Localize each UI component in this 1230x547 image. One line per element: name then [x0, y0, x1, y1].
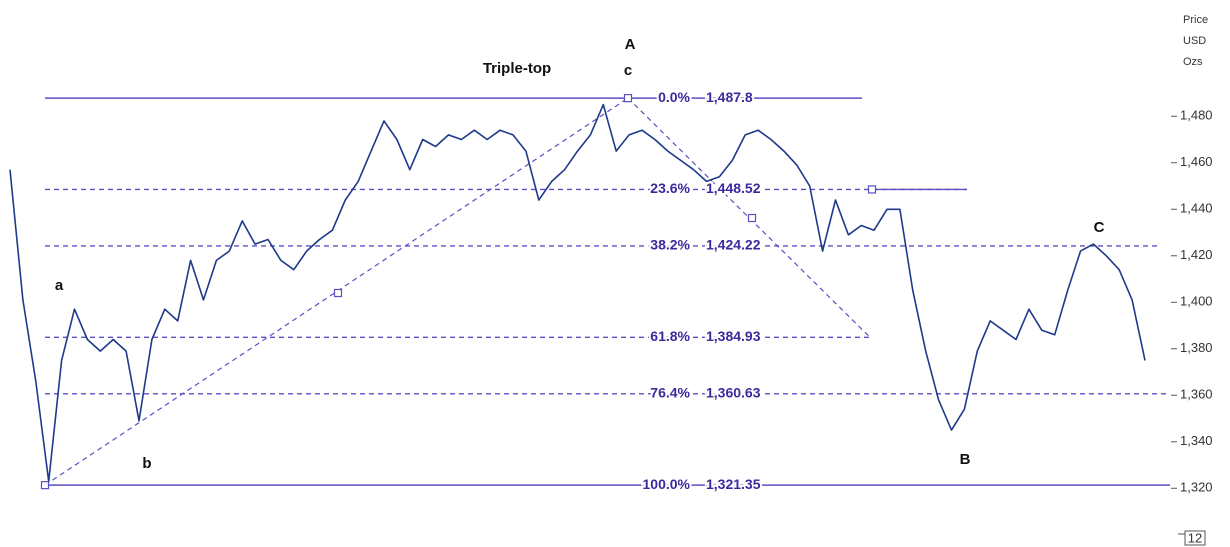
- wave-label: B: [960, 451, 971, 468]
- fib-ratio-label: 38.2%: [650, 237, 690, 253]
- y-tick-label: 1,340: [1180, 433, 1213, 448]
- fib-ratio-label: 61.8%: [650, 328, 690, 344]
- fib-price-label: 1,360.63: [706, 385, 761, 401]
- y-tick-label: 1,460: [1180, 154, 1213, 169]
- y-tick-label: 1,360: [1180, 387, 1213, 402]
- fib-price-label: 1,448.52: [706, 180, 761, 196]
- y-tick-label: 1,440: [1180, 201, 1213, 216]
- anchor-point: [867, 185, 877, 194]
- fib-trend: [627, 97, 871, 338]
- anchor-point: [623, 94, 633, 103]
- y-tick-label: 1,320: [1180, 480, 1213, 495]
- axis-title: Ozs: [1183, 56, 1203, 68]
- fib-price-label: 1,321.35: [706, 476, 761, 492]
- y-tick-label: 1,380: [1180, 340, 1213, 355]
- fib-ratio-label: 76.4%: [650, 385, 690, 401]
- page-box: [1184, 530, 1206, 546]
- anchor-point: [747, 213, 757, 223]
- fib-price-label: 1,487.8: [706, 89, 753, 105]
- wave-label: c: [624, 62, 632, 79]
- page-number: 12: [1188, 530, 1202, 545]
- wave-label: C: [1094, 219, 1105, 236]
- wave-label: A: [625, 36, 636, 53]
- axis-title: USD: [1183, 35, 1206, 47]
- fib-ratio-label: 0.0%: [658, 89, 690, 105]
- fib-price-label: 1,424.22: [706, 237, 761, 253]
- y-tick-label: 1,420: [1180, 247, 1213, 262]
- axis-title: Price: [1183, 14, 1208, 26]
- fib-layer: [40, 94, 1170, 490]
- fib-price-label: 1,384.93: [706, 328, 761, 344]
- wave-label: a: [55, 277, 64, 294]
- y-tick-label: 1,400: [1180, 294, 1213, 309]
- annotation: Triple-top: [483, 60, 551, 77]
- anchor-point: [333, 288, 343, 298]
- anchor-point: [40, 481, 50, 490]
- y-tick-label: 1,480: [1180, 108, 1213, 123]
- fib-ratio-label: 23.6%: [650, 180, 690, 196]
- price-line: [9, 103, 1146, 483]
- fib-ratio-label: 100.0%: [643, 476, 691, 492]
- wave-label: b: [142, 455, 151, 472]
